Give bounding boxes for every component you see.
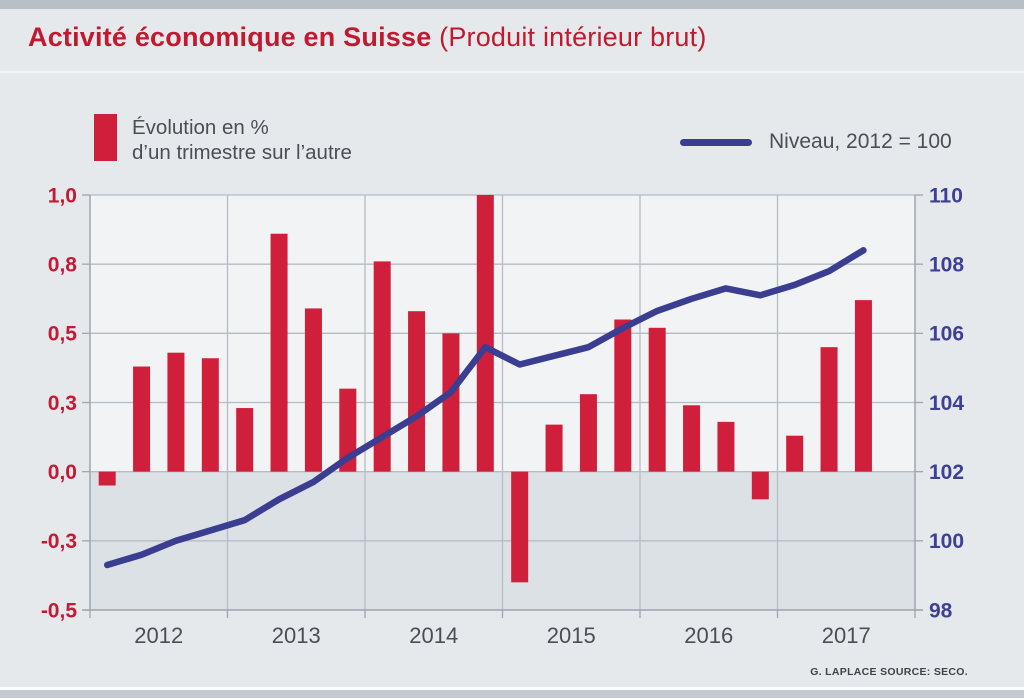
- bar-2014-T2: [408, 311, 426, 472]
- year-label-2014: 2014: [409, 623, 458, 648]
- x-axis-labels: 2012 2013 2014 2015 2016 2017: [134, 623, 870, 648]
- bar-2016-T2: [683, 405, 701, 472]
- bar-2017-T2: [820, 347, 838, 472]
- bottom-strip: [0, 690, 1024, 698]
- right-axis-label-110: 110: [929, 184, 963, 207]
- legend-bars-label-line1: Évolution en %: [132, 116, 269, 139]
- bar-2013-T3: [304, 308, 322, 472]
- legend-bars-label: Évolution en % d’un trimestre sur l’autr…: [132, 114, 352, 165]
- bar-2013-T4: [339, 388, 357, 472]
- footer-credit: G. LAPLACE SOURCE: SECO.: [810, 666, 968, 678]
- right-axis-label-104: 104: [929, 392, 964, 415]
- legend-line-label: Niveau, 2012 = 100: [769, 130, 952, 153]
- bar-2012-T4: [201, 358, 219, 472]
- year-label-2013: 2013: [272, 623, 321, 648]
- bar-2016-T4: [751, 471, 769, 500]
- bar-2012-T1: [98, 471, 116, 486]
- bar-2012-T2: [133, 366, 151, 472]
- bar-2014-T3: [442, 333, 460, 472]
- bar-2017-T3: [854, 300, 872, 472]
- bottom-highlight-line: [0, 687, 1024, 690]
- left-axis-label-0,3: 0,3: [48, 392, 77, 415]
- bar-2014-T1: [373, 261, 391, 472]
- title-separator: [0, 71, 1024, 73]
- left-axis-labels: 1,0 0,8 0,5 0,3 0,0 -0,3 -0,5: [41, 184, 78, 622]
- bar-2015-T1: [511, 471, 529, 583]
- top-strip: [0, 0, 1024, 9]
- bar-2017-T1: [786, 435, 804, 472]
- left-axis-label-1,0: 1,0: [48, 184, 77, 207]
- bar-2015-T2: [545, 424, 563, 472]
- left-axis-label--0,5: -0,5: [41, 599, 78, 622]
- title-main: Activité économique en Suisse: [28, 22, 432, 52]
- legend-bars: Évolution en % d’un trimestre sur l’autr…: [94, 114, 352, 165]
- year-label-2017: 2017: [822, 623, 871, 648]
- left-axis-label-0,5: 0,5: [48, 323, 78, 346]
- right-axis-label-106: 106: [929, 323, 964, 346]
- bar-2013-T1: [236, 408, 254, 472]
- year-label-2015: 2015: [547, 623, 596, 648]
- bar-2014-T4: [476, 195, 494, 472]
- bar-2016-T1: [648, 327, 666, 472]
- right-axis-label-102: 102: [929, 461, 964, 484]
- right-axis-label-108: 108: [929, 254, 964, 277]
- right-axis-label-100: 100: [929, 530, 964, 553]
- title-subtitle: (Produit intérieur brut): [431, 22, 707, 52]
- bar-2013-T2: [270, 233, 288, 472]
- left-axis-label-0,8: 0,8: [48, 254, 78, 277]
- bar-2015-T3: [579, 394, 597, 472]
- year-label-2012: 2012: [134, 623, 183, 648]
- line-swatch-icon: [680, 138, 752, 146]
- right-axis-label-98: 98: [929, 599, 953, 622]
- bar-swatch-icon: [94, 114, 117, 161]
- bar-2012-T3: [167, 352, 185, 472]
- left-axis-label-0,0: 0,0: [48, 461, 77, 484]
- left-axis-label--0,3: -0,3: [41, 530, 77, 553]
- legend-bars-label-line2: d’un trimestre sur l’autre: [132, 141, 352, 164]
- right-axis-labels: 110 108 106 104 102 100 98: [929, 184, 964, 622]
- bar-2015-T4: [614, 319, 632, 472]
- bars-group: [98, 195, 872, 583]
- year-label-2016: 2016: [684, 623, 733, 648]
- gdp-level-line: [103, 247, 867, 569]
- page-title: Activité économique en Suisse (Produit i…: [28, 22, 998, 53]
- bar-2016-T3: [717, 421, 735, 472]
- legend-line: Niveau, 2012 = 100: [680, 130, 952, 154]
